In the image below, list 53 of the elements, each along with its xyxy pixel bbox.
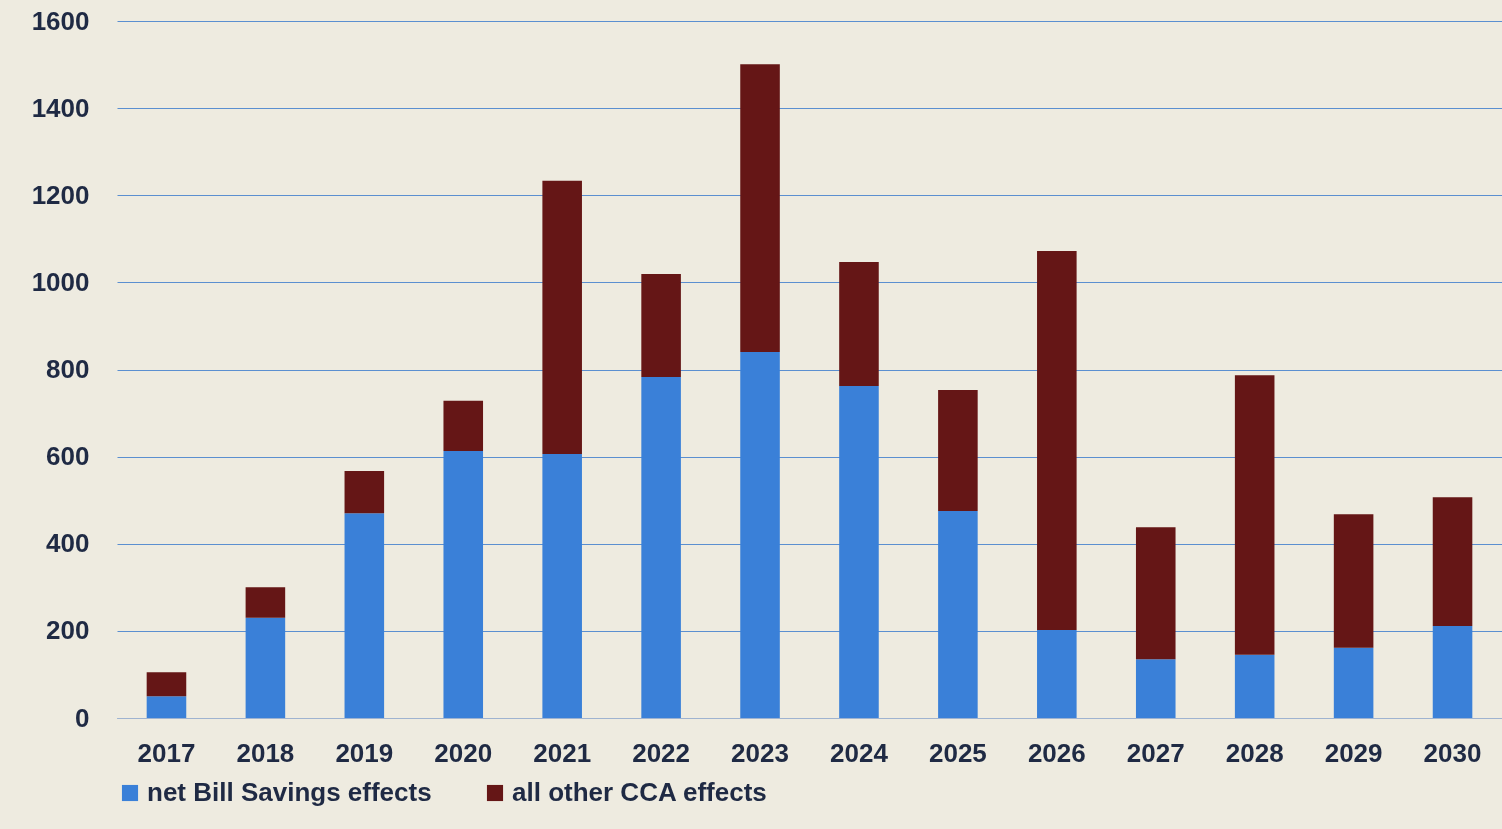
x-tick-label: 2025 (928, 737, 987, 768)
bar (740, 64, 780, 353)
y-tick-label: 200 (46, 615, 90, 646)
bar (839, 386, 879, 718)
bar (740, 352, 780, 718)
y-tick-label: 800 (46, 354, 90, 384)
bar (1037, 630, 1077, 718)
bar (1037, 251, 1077, 630)
bar (344, 471, 385, 514)
x-tick-label: 2021 (533, 737, 592, 768)
bar (641, 274, 681, 377)
y-tick-label: 0 (75, 702, 90, 733)
bar (839, 261, 879, 387)
x-tick-label: 2029 (1324, 737, 1383, 768)
y-tick-label: 1600 (31, 5, 90, 36)
bar (1135, 659, 1176, 718)
bar (344, 513, 385, 718)
x-tick-label: 2030 (1423, 737, 1482, 768)
y-tick-label: 1000 (31, 266, 90, 297)
bar (1333, 514, 1374, 648)
bar (146, 696, 187, 718)
y-tick-label: 1200 (31, 179, 90, 210)
x-tick-label: 2022 (632, 737, 691, 768)
x-tick-label: 2017 (137, 737, 196, 768)
bar (245, 587, 286, 618)
x-tick-label: 2020 (434, 737, 493, 768)
x-tick-label: 2019 (335, 737, 394, 768)
legend-label: net Bill Savings effects (147, 777, 432, 807)
bar (938, 389, 978, 512)
y-tick-label: 400 (46, 528, 90, 559)
bar (938, 511, 978, 718)
x-tick-label: 2026 (1027, 737, 1086, 768)
bar (1432, 497, 1473, 627)
bar (1234, 654, 1275, 718)
bar (1135, 527, 1176, 660)
y-tick-label: 1400 (31, 92, 90, 123)
x-tick-label: 2027 (1126, 737, 1185, 768)
x-tick-label: 2024 (830, 737, 889, 768)
bar (1234, 375, 1275, 655)
x-tick-label: 2023 (731, 737, 789, 768)
legend-label: all other CCA effects (512, 777, 767, 807)
bar (443, 400, 484, 451)
y-tick-label: 600 (46, 441, 90, 472)
x-tick-label: 2028 (1225, 737, 1284, 768)
x-tick-label: 2018 (236, 737, 295, 768)
bar (1333, 647, 1374, 718)
bar (245, 617, 286, 718)
bar (443, 450, 484, 718)
bar (641, 376, 681, 718)
bar (1432, 626, 1473, 718)
bar (146, 672, 187, 697)
bar (542, 180, 582, 455)
bar (542, 454, 582, 718)
